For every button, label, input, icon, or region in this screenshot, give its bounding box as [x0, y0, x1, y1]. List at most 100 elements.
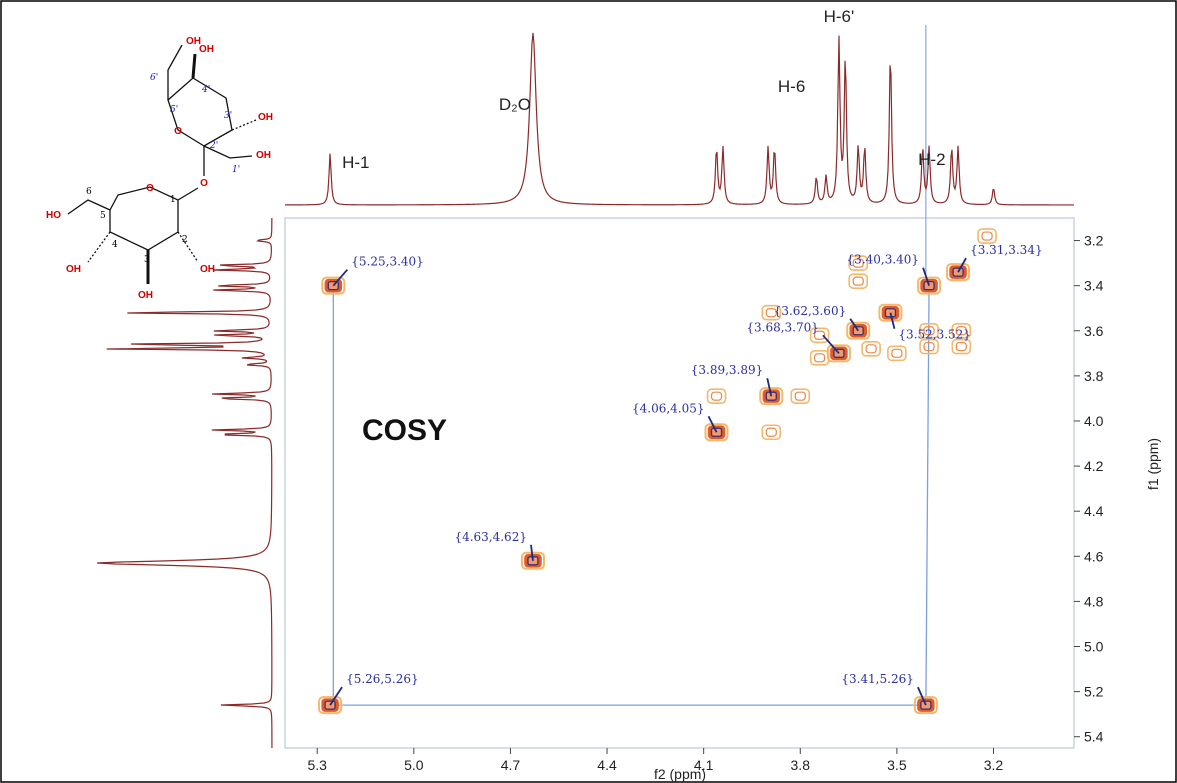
fructose-c3-oh	[231, 119, 257, 131]
cross-peak	[861, 341, 881, 357]
sucrose-structure	[67, 44, 257, 284]
glucose-c6-bond	[67, 199, 111, 215]
left-projection-trace	[97, 217, 273, 748]
correlation-lines	[330, 25, 930, 706]
glucose-c2-oh	[177, 231, 199, 263]
fructose-c4-oh	[191, 53, 197, 79]
annotation-leader	[922, 267, 930, 286]
cross-peak-label: {5.26,5.26}	[346, 672, 419, 686]
x-tick-label: 3.8	[791, 757, 811, 773]
x-axis: 5.3 5.0 4.7 4.4 4.1 3.8 3.5 3.2	[307, 748, 1003, 773]
cross-peak	[761, 304, 782, 321]
structure-atom-labels: O O O OH OH OH OH HO OH OH OH 1 2 3 4 5 …	[46, 36, 273, 301]
cross-peak-label: {3.41,5.26}	[841, 672, 914, 686]
top-projection-trace	[285, 32, 1074, 206]
annotation-leader	[530, 544, 534, 561]
cross-peak-label: {3.68,3.70}	[746, 320, 819, 334]
annotation-leader	[957, 257, 967, 273]
num-1: 1	[170, 195, 176, 205]
y-tick-label: 5.2	[1084, 684, 1104, 700]
cross-peak	[917, 276, 942, 295]
cross-peak-label: {3.89,3.89}	[691, 363, 764, 377]
annotation-leader	[766, 377, 773, 397]
y-tick-label: 4.6	[1084, 548, 1104, 564]
cross-peak	[951, 322, 972, 339]
projection-peak-label: H-6'	[824, 7, 855, 26]
num-3: 3	[144, 255, 150, 265]
annotation-leader	[849, 318, 859, 332]
num-1prime: 1'	[232, 165, 240, 175]
y-tick-label: 4.2	[1084, 458, 1104, 474]
cross-peak-label: {3.62,3.60}	[774, 304, 847, 318]
projection-peak-label: H-6	[778, 77, 805, 96]
oh-c4prime: OH	[199, 44, 214, 55]
num-3prime: 3'	[224, 111, 232, 121]
cross-peak	[761, 424, 782, 441]
x-tick-label: 3.5	[887, 757, 907, 773]
oh-c3prime: OH	[258, 112, 273, 123]
cross-peak-label: {3.40,3.40}	[847, 253, 920, 267]
ho-c6: HO	[46, 210, 61, 221]
top-1d-projection	[285, 32, 1074, 206]
y-tick-label: 3.4	[1084, 278, 1104, 294]
left-1d-projection	[97, 217, 273, 748]
correlation-line	[925, 285, 930, 706]
chart-title: COSY	[362, 414, 447, 447]
fructose-c1-bond	[203, 145, 253, 159]
y-tick-label: 3.6	[1084, 323, 1104, 339]
annotation-leader	[329, 686, 343, 706]
num-2prime: 2'	[209, 141, 218, 151]
y-tick-label: 4.4	[1084, 503, 1104, 519]
x-axis-title: f2 (ppm)	[654, 766, 706, 782]
cross-peak-label: {3.52,3.52}	[898, 328, 971, 342]
oh-c1prime: OH	[256, 150, 271, 161]
num-4prime: 4'	[201, 85, 210, 95]
fructose-c6-bond	[167, 44, 183, 100]
cross-peak	[919, 338, 939, 355]
cross-peak	[848, 255, 869, 271]
x-tick-label: 4.4	[597, 757, 617, 773]
num-5: 5	[100, 211, 106, 221]
x-tick-label: 5.0	[404, 757, 424, 773]
cross-peak-label: {3.31,3.34}	[970, 243, 1043, 257]
cross-peak	[809, 327, 830, 344]
cross-peak	[848, 273, 869, 289]
y-axis: 3.2 3.4 3.6 3.8 4.0 4.2 4.4 4.6 4.8 5.0 5.2 5.4	[1074, 233, 1104, 745]
x-tick-label: 4.7	[501, 757, 521, 773]
y-axis-title: f1 (ppm)	[1145, 438, 1161, 490]
glucose-ring	[109, 186, 179, 251]
annotation-leader	[332, 269, 348, 287]
cross-peak	[951, 338, 972, 355]
oh-c6prime: OH	[186, 36, 201, 47]
projection-peak-label: D₂O	[499, 95, 531, 114]
oh-c4: OH	[66, 264, 81, 275]
y-tick-label: 3.2	[1084, 233, 1104, 249]
num-2: 2	[182, 235, 188, 245]
cross-peak-label: {5.25,3.40}	[351, 255, 424, 269]
y-tick-label: 4.8	[1084, 593, 1104, 609]
num-5prime: 5'	[170, 105, 178, 115]
oh-c2: OH	[200, 264, 215, 275]
glucose-c4-oh	[87, 231, 111, 263]
cross-peak-label: {4.63,4.62}	[454, 530, 527, 544]
y-tick-label: 5.0	[1084, 639, 1104, 655]
ring-oxygen-fructose: O	[174, 126, 182, 137]
cross-peak	[887, 345, 907, 362]
cross-peak	[706, 388, 727, 404]
cross-peak	[790, 388, 811, 404]
num-4: 4	[112, 240, 118, 250]
y-tick-label: 5.4	[1084, 729, 1104, 745]
plot-frame	[284, 217, 1075, 749]
ring-oxygen-glucose: O	[146, 183, 154, 194]
num-6: 6	[86, 187, 92, 197]
x-tick-label: 5.3	[307, 757, 327, 773]
glycosidic-oxygen: O	[200, 178, 208, 189]
y-tick-label: 4.0	[1084, 413, 1104, 429]
glycosidic-bond	[177, 187, 199, 201]
cross-peak-label: {4.06,4.05}	[632, 401, 705, 415]
projection-peak-labels: H-1 D₂O H-6 H-6' H-2	[342, 7, 945, 172]
annotation-leader	[707, 415, 718, 433]
x-tick-label: 3.2	[984, 757, 1004, 773]
